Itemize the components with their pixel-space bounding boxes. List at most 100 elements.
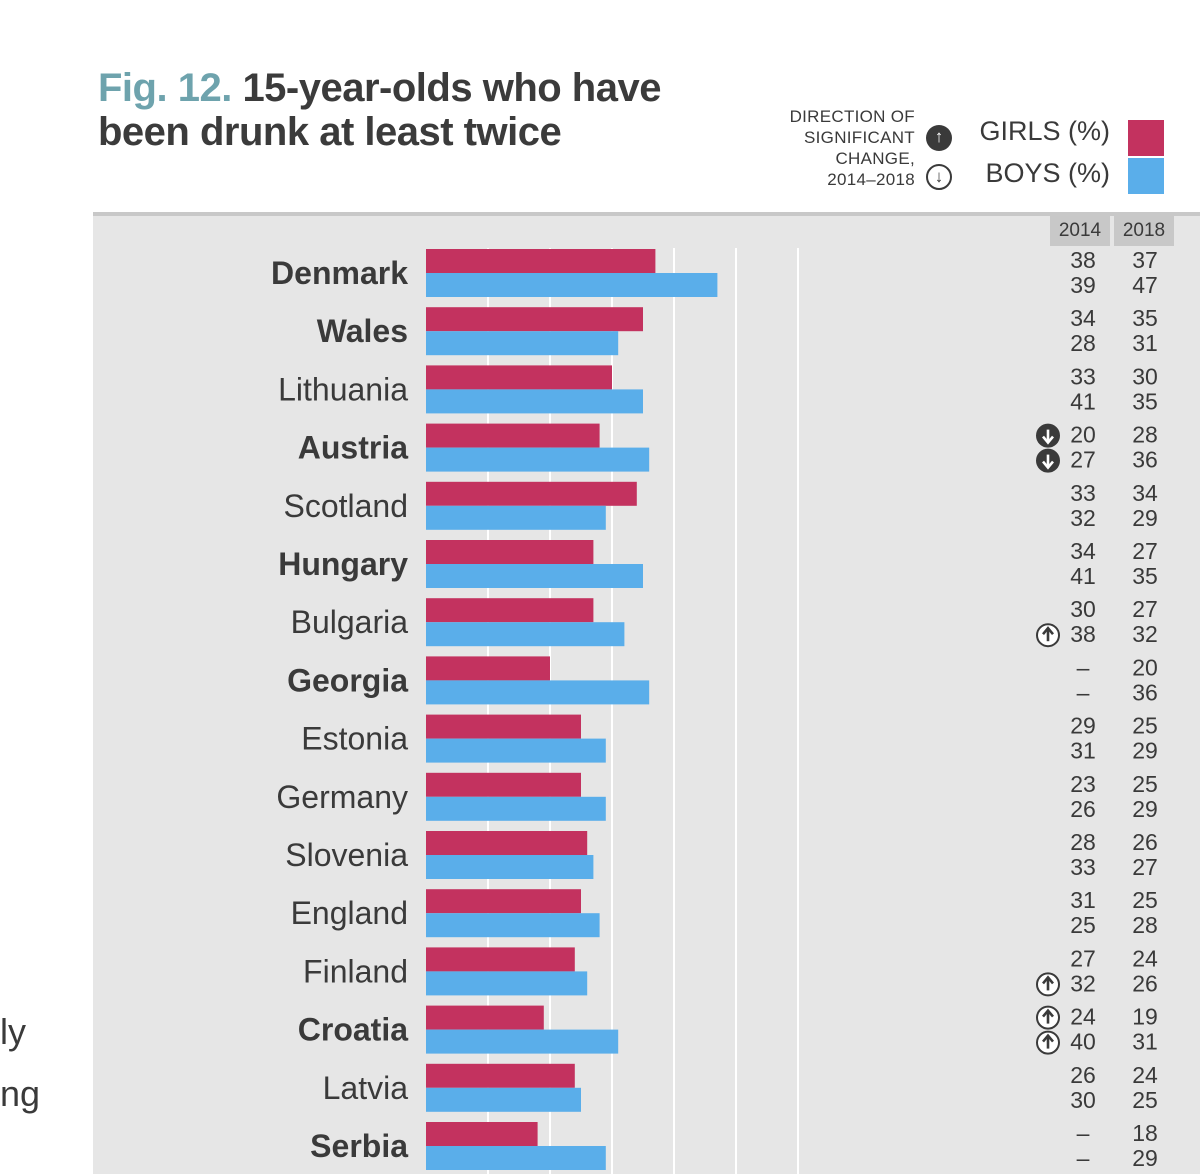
- value-boys-2014-croatia: 40: [1070, 1029, 1096, 1055]
- bar-boys-england: [426, 913, 600, 938]
- value-girls-2014-georgia: –: [1077, 654, 1090, 680]
- country-label-austria: Austria: [298, 430, 408, 466]
- arrow-up-circle-icon-austria-girls-head: [1042, 435, 1054, 445]
- legend-girls-label: GIRLS (%): [979, 116, 1110, 146]
- country-label-latvia: Latvia: [323, 1070, 409, 1106]
- arrow-down-circle-icon-bulgaria-boys-head: [1042, 626, 1054, 636]
- arrow-up-circle-icon: ↑: [926, 125, 952, 151]
- bar-boys-austria: [426, 447, 650, 472]
- value-boys-2018-latvia: 25: [1132, 1087, 1158, 1113]
- text-fragment-1: ly: [0, 1011, 26, 1052]
- legend-girls-swatch: [1128, 120, 1164, 156]
- value-boys-2014-england: 25: [1070, 912, 1096, 938]
- bar-boys-croatia: [426, 1029, 619, 1054]
- bar-boys-estonia: [426, 738, 606, 763]
- bar-girls-bulgaria: [426, 598, 594, 623]
- chart-title-text1: 15-year-olds who have: [242, 66, 661, 110]
- value-girls-2014-denmark: 38: [1070, 247, 1096, 273]
- bar-girls-hungary: [426, 540, 594, 564]
- value-girls-2014-croatia: 24: [1070, 1004, 1096, 1030]
- value-girls-2014-england: 31: [1070, 887, 1096, 913]
- bar-girls-wales: [426, 307, 643, 332]
- country-label-georgia: Georgia: [287, 662, 408, 698]
- country-label-estonia: Estonia: [301, 721, 408, 757]
- arrow-down-circle-icon-croatia-girls-head: [1042, 1008, 1054, 1018]
- value-boys-2018-georgia: 36: [1132, 679, 1158, 705]
- bar-boys-bulgaria: [426, 622, 625, 647]
- bar-girls-serbia: [426, 1122, 538, 1146]
- value-girls-2018-estonia: 25: [1132, 713, 1158, 739]
- value-girls-2014-scotland: 33: [1070, 480, 1096, 506]
- value-girls-2018-bulgaria: 27: [1132, 596, 1158, 622]
- value-girls-2018-hungary: 27: [1132, 538, 1158, 564]
- value-boys-2014-latvia: 30: [1070, 1087, 1096, 1113]
- bar-boys-germany: [426, 796, 606, 821]
- bar-boys-slovenia: [426, 855, 594, 879]
- country-label-croatia: Croatia: [298, 1012, 408, 1048]
- bar-girls-germany: [426, 772, 581, 797]
- value-girls-2014-serbia: –: [1077, 1120, 1090, 1146]
- value-boys-2018-denmark: 47: [1132, 272, 1158, 298]
- arrow-down-circle-icon: ↓: [926, 164, 952, 190]
- value-girls-2018-england: 25: [1132, 887, 1158, 913]
- country-label-england: England: [291, 895, 408, 931]
- bar-girls-slovenia: [426, 831, 588, 855]
- bar-boys-serbia: [426, 1146, 606, 1170]
- value-boys-2014-wales: 28: [1070, 330, 1096, 356]
- direction-legend-line1: DIRECTION OF: [789, 107, 915, 126]
- value-girls-2018-scotland: 34: [1132, 480, 1158, 506]
- bar-girls-lithuania: [426, 365, 612, 390]
- value-boys-2014-estonia: 31: [1070, 738, 1096, 764]
- value-boys-2018-estonia: 29: [1132, 738, 1158, 764]
- value-girls-2014-austria: 20: [1070, 422, 1096, 448]
- direction-legend-line4: 2014–2018: [827, 170, 915, 189]
- chart-title-line2: been drunk at least twice: [98, 110, 562, 154]
- chart-title-line1: Fig. 12. 15-year-olds who have: [98, 66, 661, 110]
- value-boys-2018-england: 28: [1132, 912, 1158, 938]
- value-girls-2018-finland: 24: [1132, 945, 1158, 971]
- value-girls-2014-slovenia: 28: [1070, 829, 1096, 855]
- bar-boys-scotland: [426, 505, 606, 530]
- country-label-hungary: Hungary: [278, 546, 408, 582]
- value-girls-2018-germany: 25: [1132, 771, 1158, 797]
- value-boys-2018-wales: 31: [1132, 330, 1158, 356]
- value-boys-2014-finland: 32: [1070, 970, 1096, 996]
- value-boys-2018-germany: 29: [1132, 796, 1158, 822]
- value-boys-2018-lithuania: 35: [1132, 388, 1158, 414]
- country-label-slovenia: Slovenia: [285, 837, 408, 873]
- country-label-denmark: Denmark: [271, 255, 408, 291]
- value-girls-2014-lithuania: 33: [1070, 363, 1096, 389]
- country-label-germany: Germany: [276, 779, 408, 815]
- value-boys-2014-germany: 26: [1070, 796, 1096, 822]
- figure-label: Fig. 12.: [98, 66, 232, 110]
- value-boys-2014-georgia: –: [1077, 679, 1090, 705]
- value-girls-2014-germany: 23: [1070, 771, 1096, 797]
- value-boys-2014-hungary: 41: [1070, 563, 1096, 589]
- bar-boys-hungary: [426, 564, 643, 588]
- value-girls-2018-austria: 28: [1132, 422, 1158, 448]
- arrow-down-circle-icon-croatia-boys-head: [1042, 1033, 1054, 1043]
- value-boys-2018-slovenia: 27: [1132, 854, 1158, 880]
- value-girls-2018-croatia: 19: [1132, 1004, 1158, 1030]
- value-boys-2014-scotland: 32: [1070, 505, 1096, 531]
- value-girls-2014-bulgaria: 30: [1070, 596, 1096, 622]
- value-boys-2014-denmark: 39: [1070, 272, 1096, 298]
- value-boys-2018-scotland: 29: [1132, 505, 1158, 531]
- bar-girls-england: [426, 889, 581, 914]
- value-boys-2014-slovenia: 33: [1070, 854, 1096, 880]
- value-girls-2014-hungary: 34: [1070, 538, 1096, 564]
- text-fragment-2: ng: [0, 1073, 41, 1114]
- country-label-bulgaria: Bulgaria: [291, 604, 409, 640]
- value-girls-2014-estonia: 29: [1070, 713, 1096, 739]
- value-boys-2018-hungary: 35: [1132, 563, 1158, 589]
- value-girls-2018-slovenia: 26: [1132, 829, 1158, 855]
- value-boys-2018-finland: 26: [1132, 970, 1158, 996]
- bar-boys-denmark: [426, 273, 718, 297]
- value-girls-2018-serbia: 18: [1132, 1120, 1158, 1146]
- direction-legend: DIRECTION OF SIGNIFICANT CHANGE, 2014–20…: [760, 106, 915, 190]
- bar-girls-latvia: [426, 1063, 575, 1088]
- value-boys-2018-serbia: 29: [1132, 1145, 1158, 1171]
- bar-girls-denmark: [426, 249, 656, 273]
- value-girls-2014-wales: 34: [1070, 305, 1096, 331]
